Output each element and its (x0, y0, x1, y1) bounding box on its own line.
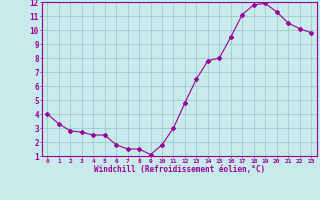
X-axis label: Windchill (Refroidissement éolien,°C): Windchill (Refroidissement éolien,°C) (94, 165, 265, 174)
